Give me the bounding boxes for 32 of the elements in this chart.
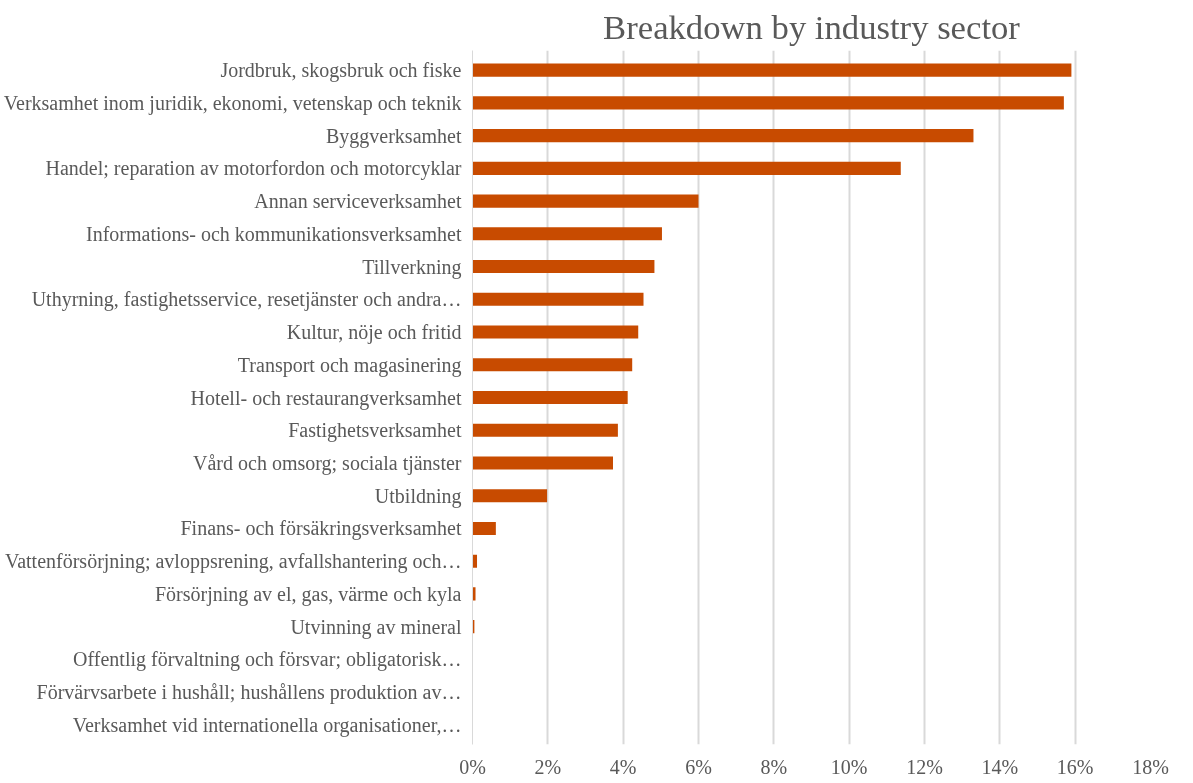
x-tick-label: 0% bbox=[459, 755, 486, 778]
y-tick-label: Jordbruk, skogsbruk och fiske bbox=[220, 59, 462, 83]
y-tick-label: Försörjning av el, gas, värme och kyla bbox=[154, 582, 462, 606]
y-tick-label: Uthyrning, fastighetsservice, resetjänster och andra… bbox=[31, 288, 462, 312]
x-tick-label: 6% bbox=[685, 755, 712, 778]
y-tick-label: Vård och omsorg; sociala tjänster bbox=[193, 451, 462, 475]
chart-title: Breakdown by industry sector bbox=[603, 7, 1021, 46]
y-tick-label: Utbildning bbox=[374, 484, 462, 508]
y-tick-label: Annan serviceverksamhet bbox=[254, 190, 462, 213]
x-tick-label: 2% bbox=[534, 755, 562, 778]
x-tick-label: 4% bbox=[609, 755, 637, 778]
y-tick-label: Offentlig förvaltning och försvar; obligatorisk… bbox=[73, 648, 462, 672]
y-tick-label: Byggverksamhet bbox=[325, 124, 462, 148]
x-tick-label: 18% bbox=[1132, 755, 1169, 778]
x-tick-label: 10% bbox=[830, 755, 868, 778]
y-tick-label: Förvärvsarbete i hushåll; hushållens produktion av… bbox=[36, 681, 462, 705]
y-tick-label: Kultur, nöje och fritid bbox=[286, 321, 462, 345]
y-tick-label: Tillverkning bbox=[362, 255, 462, 279]
y-tick-label: Verksamhet inom juridik, ekonomi, vetenskap och teknik bbox=[3, 91, 462, 115]
y-tick-label: Vattenförsörjning; avloppsrening, avfallshantering och… bbox=[4, 550, 462, 574]
y-tick-label: Utvinning av mineral bbox=[290, 615, 462, 639]
y-tick-label: Transport och magasinering bbox=[237, 353, 462, 377]
x-tick-label: 12% bbox=[906, 755, 943, 778]
x-tick-label: 16% bbox=[1056, 755, 1094, 778]
x-tick-label: 14% bbox=[981, 755, 1019, 778]
y-tick-label: Handel; reparation av motorfordon och motorcyklar bbox=[45, 157, 462, 181]
y-tick-label: Finans- och försäkringsverksamhet bbox=[180, 517, 462, 541]
y-tick-label: Fastighetsverksamhet bbox=[288, 419, 462, 443]
y-tick-label: Hotell- och restaurangverksamhet bbox=[190, 386, 462, 410]
x-tick-label: 8% bbox=[760, 755, 788, 778]
y-tick-label: Informations- och kommunikationsverksamhet bbox=[86, 222, 462, 245]
y-tick-label: Verksamhet vid internationella organisationer,… bbox=[72, 713, 462, 737]
